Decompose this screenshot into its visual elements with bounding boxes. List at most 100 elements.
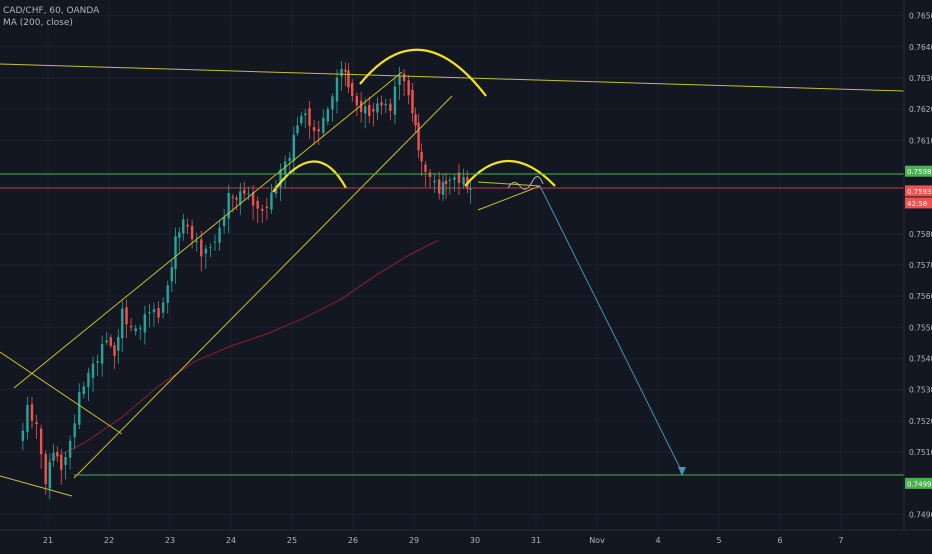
left-falling-line-upper[interactable] [0, 351, 123, 435]
price-tag [905, 165, 932, 177]
ma200-line [47, 239, 439, 462]
candle-body [384, 104, 387, 106]
candle-body [39, 428, 43, 455]
ma200-polyline [47, 239, 439, 462]
candle-body [109, 337, 113, 346]
candle-body [420, 151, 423, 162]
price-tag [905, 197, 932, 209]
candle-body [335, 77, 339, 102]
candle-body [182, 219, 185, 234]
candle-body [453, 177, 456, 180]
grid [0, 0, 904, 530]
price-tag-label: 0.74998 [907, 480, 932, 488]
left-shoulder-arc[interactable] [272, 160, 347, 193]
target-arrow[interactable] [539, 185, 683, 473]
candle-body [213, 241, 217, 243]
candle-body [407, 80, 410, 96]
candle-body [437, 179, 441, 194]
candle-body [389, 103, 392, 111]
x-tick-label: 4 [655, 536, 660, 545]
candle-body [424, 164, 427, 172]
candle-body [312, 127, 316, 132]
y-tick-label: 0.76500 [909, 12, 932, 21]
candle-body [35, 422, 38, 425]
candle-body [380, 102, 383, 106]
x-tick-label: Nov [589, 536, 605, 545]
candle-body [433, 180, 436, 183]
time-axis[interactable]: 21 22 23 24 25 26 29 30 31 Nov 4 5 6 7 [0, 529, 932, 545]
candle-body [355, 96, 359, 106]
chart-legend: CAD/CHF, 60, OANDA MA (200, close) [3, 5, 99, 29]
x-tick-label: 6 [777, 536, 782, 545]
y-tick-label: 0.74900 [909, 510, 932, 519]
candle-body [186, 224, 189, 227]
target-arrowhead [678, 467, 686, 476]
candle-body [402, 73, 406, 82]
candle-body [283, 161, 287, 175]
candle-body [317, 129, 320, 132]
candle-body [457, 172, 461, 183]
price-tag-label: 0.75936 [907, 188, 932, 196]
x-tick-label: 29 [409, 536, 419, 545]
candle-body [157, 308, 160, 318]
candle-body [129, 325, 133, 328]
resistance-line[interactable] [0, 63, 905, 92]
projection-curve[interactable] [507, 176, 544, 190]
candle-body [265, 206, 269, 209]
candle-body [117, 336, 120, 351]
candle-body [96, 361, 99, 363]
y-tick-label: 0.75500 [909, 323, 932, 332]
candle-body [227, 192, 230, 219]
price-tag [905, 185, 932, 197]
y-tick-label: 0.76400 [909, 43, 932, 52]
candle-body [134, 328, 137, 332]
candle-body [347, 70, 350, 88]
candle-body [121, 308, 124, 339]
y-tick-label: 0.75400 [909, 355, 932, 364]
candle-body [87, 372, 90, 388]
candle-body [125, 307, 128, 325]
candle-body [222, 216, 226, 226]
candle-body [73, 423, 76, 438]
candle-body [21, 430, 25, 441]
candle-body [304, 113, 307, 116]
triangle-lower-line[interactable] [477, 185, 541, 211]
candle-body [444, 180, 448, 185]
price-axis[interactable]: 0.76500 0.76400 0.76300 0.76200 0.76100 0.758… [903, 0, 932, 550]
candle-body [190, 225, 194, 240]
indicator-label[interactable]: MA (200, close) [3, 18, 73, 28]
drawings [0, 48, 905, 497]
left-falling-line-lower[interactable] [0, 475, 73, 497]
candle-body [344, 69, 347, 72]
candle-body [60, 454, 63, 471]
rising-channel-lower[interactable] [73, 95, 453, 479]
candle-body [398, 75, 401, 85]
candle-body [300, 115, 303, 124]
price-axis-bg [904, 0, 932, 550]
candle-body [139, 327, 142, 329]
candle-body [218, 227, 221, 243]
x-tick-label: 25 [287, 536, 297, 545]
candle-body [368, 104, 371, 116]
candle-body [68, 440, 72, 458]
candle-body [414, 114, 417, 126]
candle-body [143, 314, 147, 333]
x-tick-label: 26 [348, 536, 358, 545]
head-arc[interactable] [359, 48, 487, 97]
candle-body [393, 86, 397, 115]
candle-body [256, 200, 259, 209]
candle-body [428, 172, 432, 178]
candle-body [322, 117, 325, 133]
x-tick-label: 23 [165, 536, 175, 545]
right-shoulder-arc[interactable] [464, 160, 556, 187]
candle-body [170, 267, 174, 282]
symbol-label[interactable]: CAD/CHF, 60, OANDA [3, 6, 100, 16]
candle-body [231, 196, 235, 198]
candle-body [48, 462, 52, 489]
rising-channel-upper[interactable] [13, 71, 403, 389]
candle-body [204, 248, 208, 254]
candle-body [100, 343, 104, 364]
